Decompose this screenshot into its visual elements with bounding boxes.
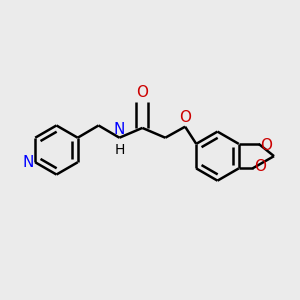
Text: O: O [254,159,266,174]
Text: O: O [136,85,148,100]
Text: O: O [179,110,191,125]
Text: N: N [114,122,125,137]
Text: N: N [23,155,34,170]
Text: H: H [114,143,124,157]
Text: O: O [260,138,272,153]
